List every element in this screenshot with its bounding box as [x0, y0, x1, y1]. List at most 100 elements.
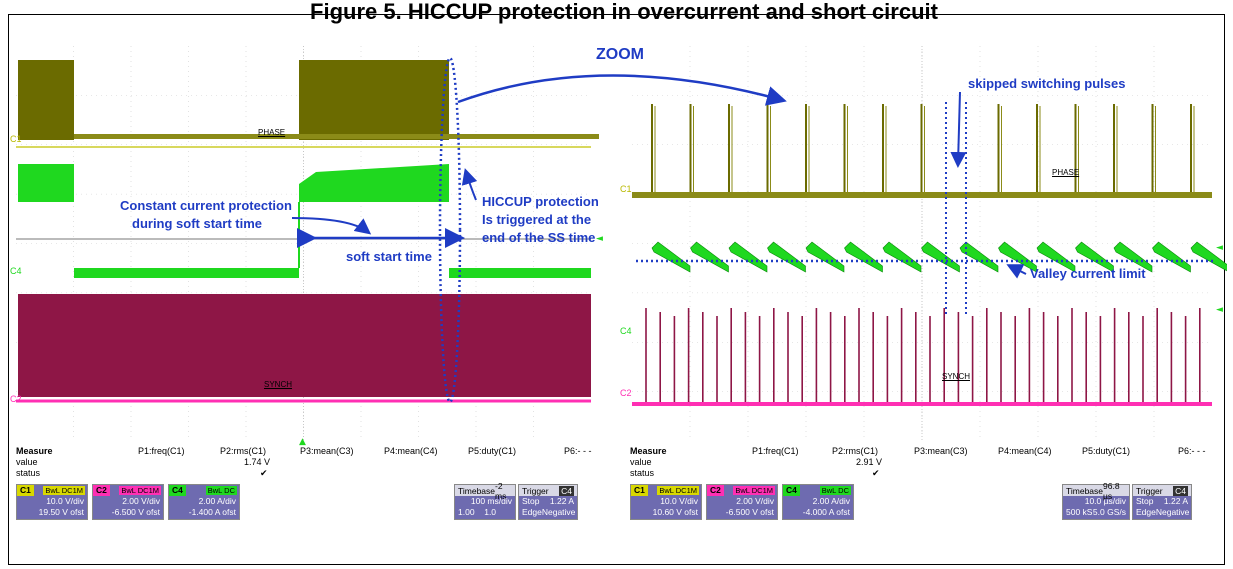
trigger-box-right[interactable]: Trigger C4 Stop 1.22 A Edge Negative	[1132, 484, 1192, 520]
c1-badge-right: BwL DC1M	[657, 486, 699, 495]
phase-baseline	[74, 134, 599, 139]
p2-status-check-right: ✔	[872, 468, 880, 478]
c4-offset-marker-right: ◄	[1216, 305, 1223, 315]
left-measure-panel: Measure P1:freq(C1) P2:rms(C1) P3:mean(C…	[8, 446, 603, 479]
scope-left: ◄ ▲ C1 C4 C2 PHASE SYNCH Measure P1:freq…	[8, 38, 603, 548]
skipped-pulses-annotation: skipped switching pulses	[968, 76, 1126, 91]
p1-label: P1:freq(C1)	[138, 446, 185, 456]
hiccup-annotation-line1: HICCUP protection	[482, 194, 599, 209]
zoom-arrow	[457, 74, 787, 106]
c2-id: C2	[93, 485, 110, 496]
trigger-mode: Stop	[522, 496, 540, 506]
p2-value-right: 2.91 V	[856, 457, 883, 467]
skipped-arrow	[950, 91, 967, 168]
p4-label: P4:mean(C4)	[384, 446, 438, 456]
p3-label: P3:mean(C3)	[300, 446, 354, 456]
timebase-delay: -2 ms	[495, 480, 507, 501]
valley-annotation: Valley current limit	[1030, 266, 1146, 281]
current-burst-1	[18, 164, 74, 202]
p5-label: P5:duty(C1)	[468, 446, 517, 456]
timebase-label-right: Timebase	[1066, 485, 1104, 496]
current-burst-2	[299, 164, 449, 202]
measure-header-right: Measure	[630, 446, 667, 456]
c1-vdiv: 10.0 V/div	[46, 496, 84, 506]
current-sawtooth	[651, 241, 1227, 273]
phase-label-right: PHASE	[1052, 168, 1080, 177]
value-label-right: value	[630, 457, 652, 467]
measure-header: Measure	[16, 446, 53, 456]
trigger-mode-right: Stop	[1136, 496, 1154, 506]
p1-label-right: P1:freq(C1)	[752, 446, 799, 456]
timebase-rate: 1.0 MS/s	[484, 507, 504, 528]
hiccup-annotation-line3: end of the SS time	[482, 230, 596, 245]
trigger-level-right: 1.22 A	[1163, 496, 1188, 506]
timebase-samples-right: 500 kS	[1066, 507, 1093, 517]
c4-settings-box[interactable]: C4 BwL DC 2.00 A/div -1.400 A ofst	[168, 484, 240, 520]
current-ramp	[844, 241, 883, 273]
c2-badge-right: BwL DC1M	[733, 486, 775, 495]
timebase-box-right[interactable]: Timebase 96.8 µs 10.0 µs/div 500 kS 5.0 GS…	[1062, 480, 1130, 520]
trigger-slope-right: Negative	[1155, 507, 1190, 517]
timebase-label: Timebase	[458, 485, 496, 496]
trigger-label-right: Trigger	[1136, 485, 1163, 496]
phase-label: PHASE	[258, 128, 286, 137]
soft-start-annotation: soft start time	[346, 249, 432, 264]
figure-frame: Figure 5. HICCUP protection in overcurre…	[8, 0, 1225, 565]
p6-label: P6:- - -	[564, 446, 592, 456]
c2-vdiv: 2.00 V/div	[122, 496, 160, 506]
c4-id: C4	[169, 485, 186, 496]
c1-id: C1	[17, 485, 34, 496]
trigger-position-marker: ▲	[299, 437, 306, 446]
c1-ofst-right: 10.60 V ofst	[652, 507, 698, 517]
trigger-box[interactable]: Trigger C4 Stop 1.22 A Edge Negative	[518, 484, 578, 520]
c4-adiv: 2.00 A/div	[198, 496, 236, 506]
current-floor-2	[449, 268, 591, 278]
left-waveform-plot: ◄ ▲	[16, 46, 603, 446]
c2-settings-box-right[interactable]: C2 BwL DC1M 2.00 V/div -6.500 V ofst	[706, 484, 778, 520]
value-label: value	[16, 457, 38, 467]
c1-id-right: C1	[631, 485, 648, 496]
timebase-delay-right: 96.8 µs	[1103, 480, 1120, 501]
zoom-annotation: ZOOM	[596, 46, 644, 63]
c1-settings-box[interactable]: C1 BwL DC1M 10.0 V/div 19.50 V ofst	[16, 484, 88, 520]
trigger-channel-right: C4	[1173, 485, 1188, 496]
status-label-right: status	[630, 468, 655, 478]
right-waveform-plot: ◄ ◄	[632, 46, 1227, 441]
c4-trigger-marker-right: ◄	[1216, 243, 1223, 253]
synch-pulses	[645, 308, 1201, 402]
c2-ofst-right: -6.500 V ofst	[725, 507, 774, 517]
timebase-samples: 1.00 MS	[458, 507, 475, 528]
trigger-label: Trigger	[522, 485, 549, 496]
c4-tag: C4	[10, 266, 22, 276]
p2-label-right: P2:rms(C1)	[832, 446, 879, 456]
c2-settings-box[interactable]: C2 BwL DC1M 2.00 V/div -6.500 V ofst	[92, 484, 164, 520]
synch-band	[18, 294, 591, 397]
current-ramp	[1152, 241, 1191, 273]
c1-badge: BwL DC1M	[43, 486, 85, 495]
timebase-box[interactable]: Timebase -2 ms 100 ms/div 1.00 MS 1.0 MS/s	[454, 480, 516, 528]
phase-burst-2	[299, 60, 449, 140]
left-waveform-area: ◄ ▲ C1 C4 C2 PHASE SYNCH	[10, 46, 606, 446]
hiccup-arrow	[461, 168, 478, 201]
current-ramp	[1190, 241, 1227, 272]
current-floor-1	[74, 268, 299, 278]
phase-pulses	[651, 104, 1195, 194]
current-ramp	[728, 241, 768, 273]
c2-tag-right: C2	[620, 388, 632, 398]
valley-arrow	[1006, 264, 1027, 279]
trigger-level: 1.22 A	[549, 496, 574, 506]
cc-arrow	[291, 217, 372, 235]
current-ramp	[882, 241, 922, 273]
trigger-slope: Negative	[541, 507, 576, 517]
c4-adiv-right: 2.00 A/div	[812, 496, 850, 506]
current-ramp	[998, 241, 1037, 273]
synch-label: SYNCH	[264, 380, 293, 389]
c1-ofst: 19.50 V ofst	[38, 507, 84, 517]
c4-tag-right: C4	[620, 326, 632, 336]
c4-settings-box-right[interactable]: C4 BwL DC 2.00 A/div -4.000 A ofst	[782, 484, 854, 520]
c1-settings-box-right[interactable]: C1 BwL DC1M 10.0 V/div 10.60 V ofst	[630, 484, 702, 520]
right-measure-panel: Measure P1:freq(C1) P2:rms(C1) P3:mean(C…	[618, 446, 1213, 479]
c4-ofst-right: -4.000 A ofst	[802, 507, 850, 517]
c2-badge: BwL DC1M	[119, 486, 161, 495]
